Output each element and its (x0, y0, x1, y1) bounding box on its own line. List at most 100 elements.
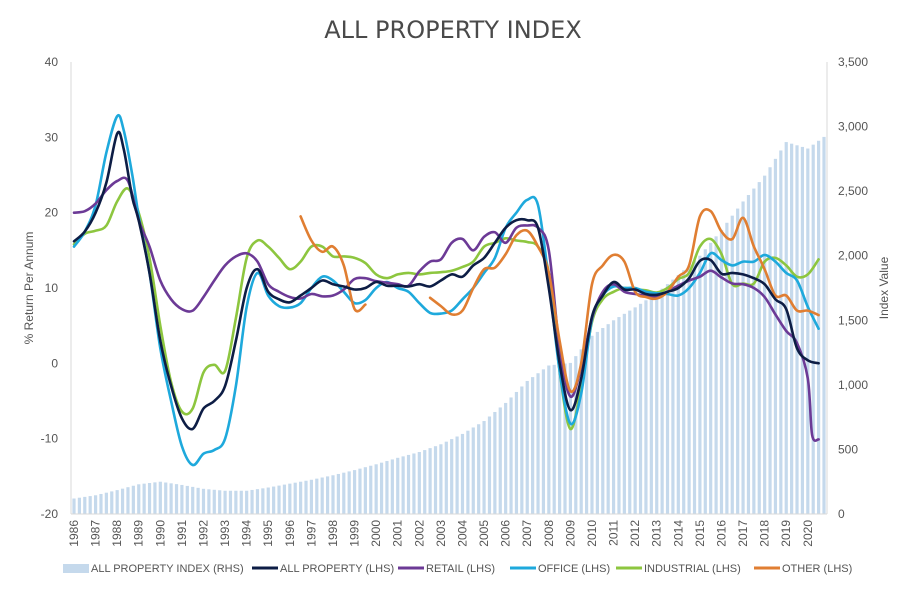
series-lines (72, 114, 820, 467)
index-bar (352, 470, 357, 514)
legend-label: OTHER (LHS) (782, 563, 852, 575)
left-tick-label: 10 (45, 281, 59, 295)
index-bar (682, 270, 686, 514)
index-bar (531, 377, 535, 514)
index-bar (309, 479, 314, 514)
index-bar (671, 279, 675, 514)
x-tick-label: 2001 (391, 520, 405, 547)
series-line-office (72, 114, 820, 467)
index-bar (493, 411, 497, 514)
index-bar (88, 496, 92, 514)
index-bar (725, 222, 729, 515)
index-bar (401, 456, 405, 514)
x-tick-label: 2003 (434, 520, 448, 547)
index-bar (811, 144, 815, 514)
index-bar (223, 490, 227, 514)
x-tick-label: 2009 (563, 520, 577, 547)
index-bar (207, 489, 211, 514)
right-tick-label: 1,500 (838, 313, 868, 327)
left-tick-label: 0 (51, 356, 58, 370)
index-bar (590, 335, 594, 514)
index-bar (304, 480, 308, 514)
x-tick-label: 2014 (671, 520, 685, 547)
index-bar (131, 485, 135, 514)
index-bar (455, 436, 459, 514)
legend-swatch (63, 564, 89, 573)
index-bar (99, 493, 103, 514)
x-tick-label: 2007 (520, 520, 534, 547)
index-bar (730, 215, 734, 514)
index-bar (325, 476, 330, 514)
index-bar (272, 486, 276, 514)
index-bar (622, 313, 626, 514)
index-bar (698, 255, 702, 514)
index-bar (660, 288, 664, 514)
index-bar (417, 452, 421, 514)
x-tick-label: 1987 (89, 520, 103, 547)
right-axis-ticks: 3,500 3,000 2,500 2,000 1,500 1,000 500 0 (838, 55, 868, 521)
right-tick-label: 3,000 (838, 120, 868, 134)
x-tick-label: 2004 (455, 520, 469, 547)
index-bar (185, 485, 189, 514)
index-bar (433, 446, 438, 514)
index-bar (611, 320, 616, 514)
left-tick-label: -20 (41, 507, 59, 521)
index-bar (719, 229, 724, 514)
index-bar (795, 145, 799, 514)
index-bar (800, 146, 805, 514)
right-tick-label: 1,000 (838, 378, 868, 392)
index-bar (692, 260, 697, 514)
index-bar (110, 491, 114, 514)
index-bar (239, 490, 243, 514)
index-bar (336, 473, 340, 514)
index-bar (396, 457, 400, 514)
index-bar (406, 454, 411, 514)
index-bar (644, 300, 648, 514)
right-tick-label: 500 (838, 442, 858, 456)
index-bar (423, 450, 427, 514)
index-bar (444, 441, 448, 514)
x-tick-label: 2005 (477, 520, 491, 547)
index-bar (520, 386, 524, 514)
index-bar (369, 465, 373, 514)
index-bar (471, 427, 475, 514)
index-bar (601, 328, 605, 514)
index-bar (288, 483, 292, 514)
index-bar (126, 487, 130, 514)
left-tick-label: 30 (45, 130, 59, 144)
x-tick-label: 1995 (261, 520, 275, 547)
index-bar (439, 444, 443, 514)
index-bar (741, 201, 745, 514)
left-axis-ticks: 40 30 20 10 0 -10 -20 (41, 55, 59, 521)
index-bar (83, 496, 87, 514)
index-bar (266, 487, 270, 514)
index-bar (358, 468, 362, 514)
index-bar (142, 483, 146, 514)
legend-label: RETAIL (LHS) (426, 563, 495, 575)
x-tick-label: 1998 (326, 520, 340, 547)
index-bar (293, 482, 297, 514)
index-bar (525, 380, 529, 514)
index-bar (558, 364, 562, 514)
x-tick-label: 1992 (196, 520, 210, 547)
index-bar (104, 492, 108, 514)
legend-label: OFFICE (LHS) (538, 563, 610, 575)
index-bar (806, 148, 810, 515)
index-bar (504, 402, 508, 514)
x-tick-label: 2006 (499, 520, 513, 547)
right-tick-label: 2,000 (838, 249, 868, 263)
index-bar (784, 142, 788, 514)
index-bar (579, 349, 583, 514)
index-bar (282, 484, 287, 514)
index-bar (514, 391, 519, 514)
left-tick-label: 40 (45, 55, 59, 69)
index-bar (115, 490, 119, 514)
index-bar (331, 475, 335, 514)
index-bar (752, 188, 756, 514)
x-tick-label: 2019 (779, 520, 793, 547)
index-bar (363, 467, 367, 514)
index-bar (120, 488, 125, 514)
x-tick-label: 1994 (240, 520, 254, 547)
legend: ALL PROPERTY INDEX (RHS) ALL PROPERTY (LH… (63, 563, 852, 575)
index-bar (460, 433, 465, 514)
